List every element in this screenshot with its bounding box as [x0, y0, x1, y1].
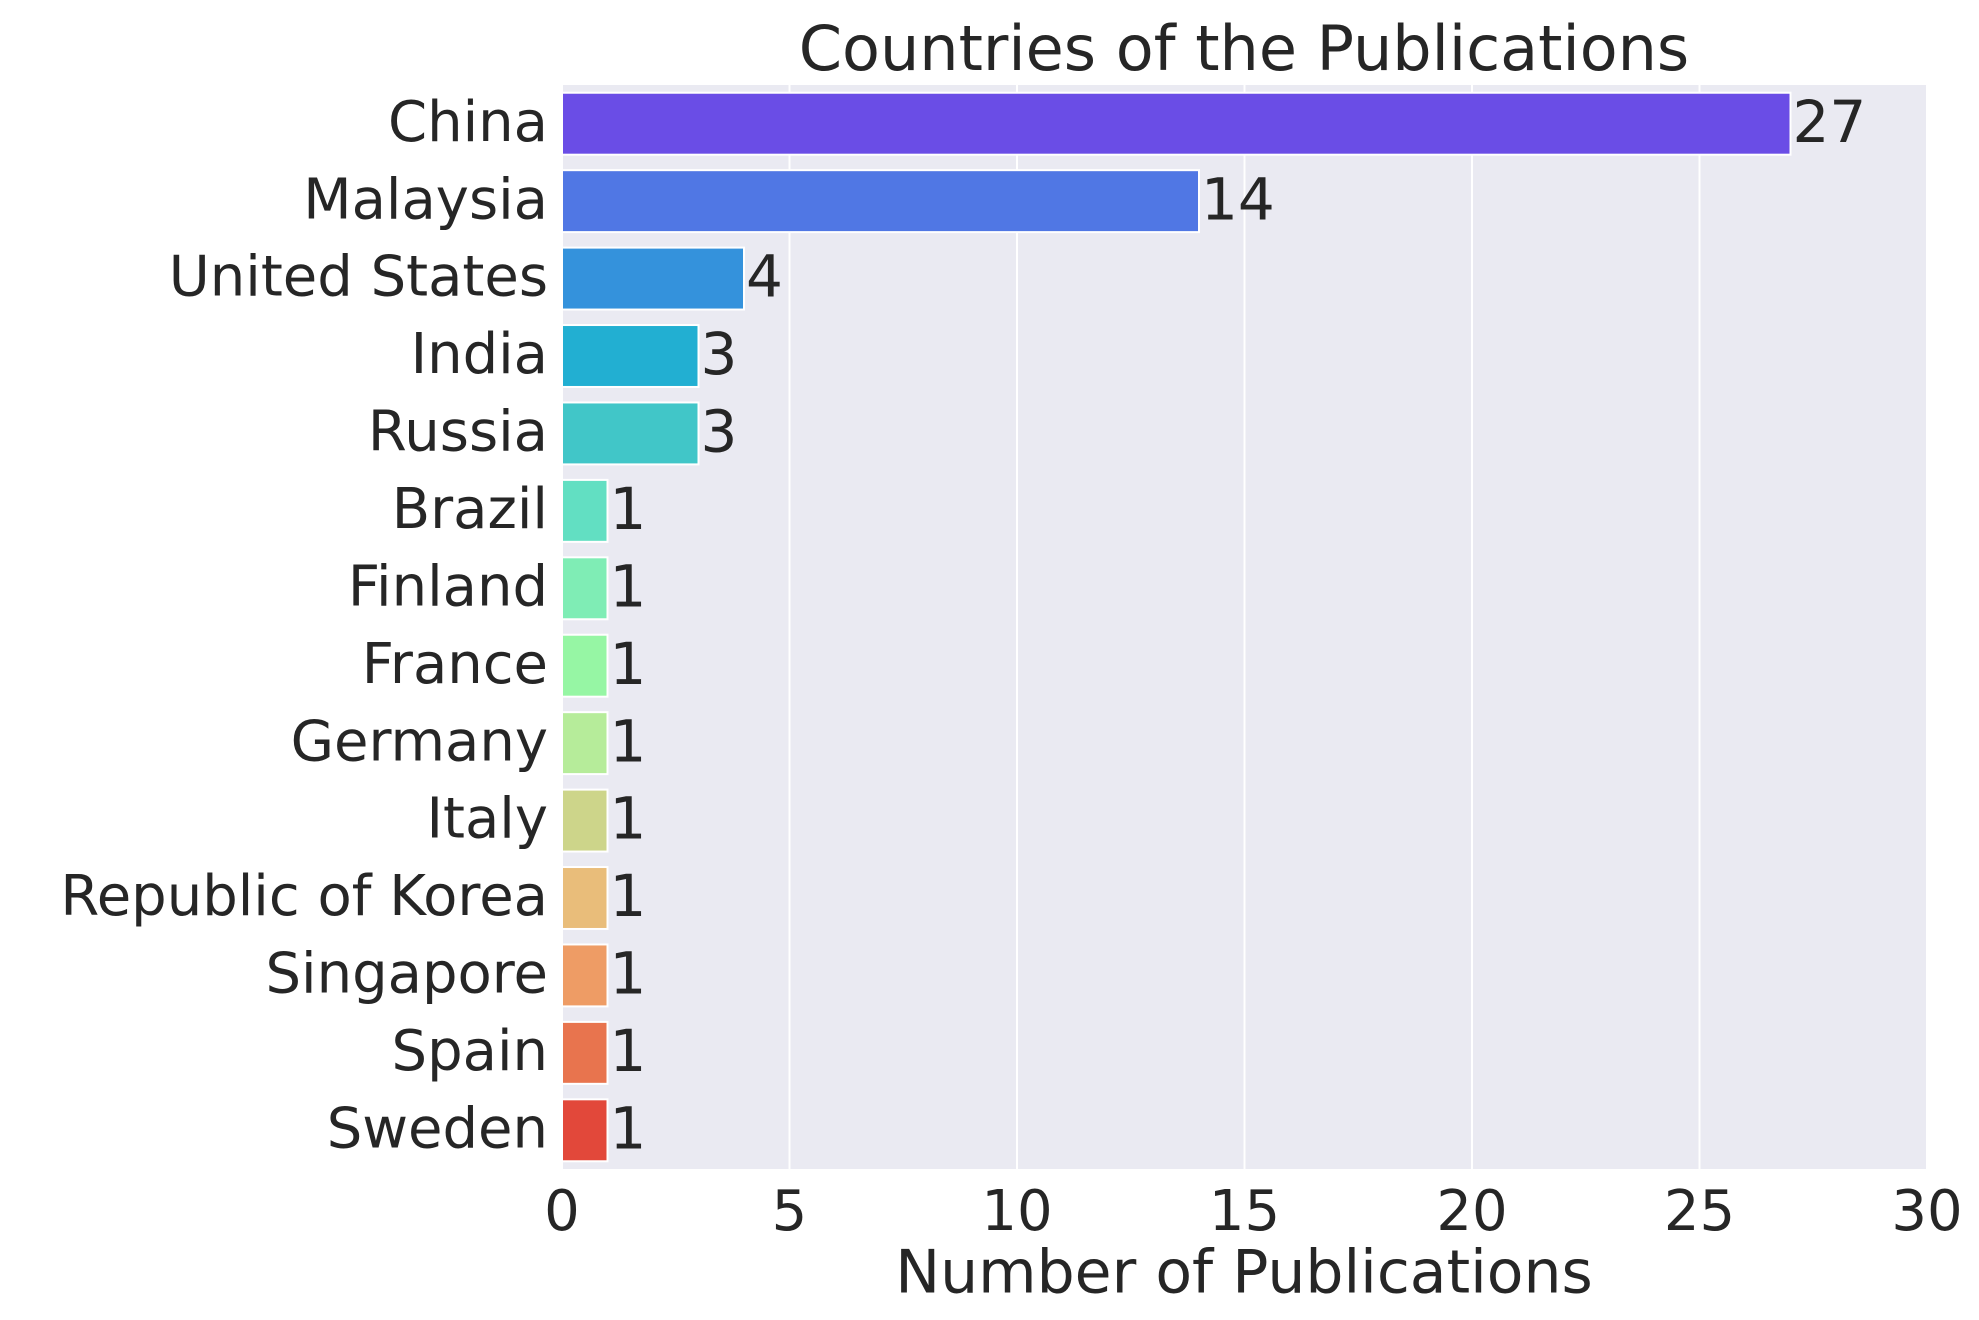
y-tick-label: China [388, 90, 548, 155]
bar [561, 711, 609, 776]
bar [561, 246, 745, 311]
y-tick-label: Russia [368, 400, 548, 465]
data-label: 1 [610, 785, 647, 853]
x-tick-label: 25 [1664, 1179, 1735, 1244]
data-label: 3 [701, 320, 738, 388]
bar [561, 169, 1200, 234]
bar [561, 633, 609, 698]
data-label: 1 [610, 940, 647, 1008]
x-tick-label: 20 [1436, 1179, 1507, 1244]
y-tick-label: Singapore [265, 942, 548, 1007]
bar [561, 788, 609, 853]
bar [561, 478, 609, 543]
data-label: 1 [610, 630, 647, 698]
data-label: 1 [610, 862, 647, 930]
bar [561, 556, 609, 621]
y-tick-label: India [411, 322, 548, 387]
bar [561, 1098, 609, 1163]
y-tick-label: United States [169, 245, 548, 310]
data-label: 14 [1201, 165, 1275, 233]
bar [561, 866, 609, 930]
y-tick-label: Malaysia [303, 167, 548, 232]
x-tick-label: 15 [1209, 1179, 1280, 1244]
bar [561, 401, 700, 466]
data-label: 1 [610, 552, 647, 620]
data-label: 3 [701, 398, 738, 466]
y-tick-label: Italy [427, 787, 549, 852]
data-label: 1 [610, 707, 647, 775]
x-tick-label: 0 [544, 1179, 580, 1244]
data-label: 1 [610, 1017, 647, 1085]
y-tick-label: Brazil [392, 477, 548, 542]
x-tick-label: 10 [981, 1179, 1052, 1244]
y-tick-label: Spain [392, 1019, 548, 1084]
y-tick-label: Germany [291, 709, 548, 774]
x-tick-label: 5 [772, 1179, 808, 1244]
bar [561, 91, 1792, 156]
data-label: 1 [610, 475, 647, 543]
data-label: 1 [610, 1094, 647, 1162]
data-label: 4 [746, 243, 783, 311]
y-tick-label: Republic of Korea [60, 864, 548, 929]
bar [561, 943, 609, 1008]
bar [561, 1020, 609, 1085]
y-tick-label: Sweden [327, 1096, 548, 1161]
x-tick-label: 30 [1891, 1179, 1962, 1244]
bar [561, 324, 700, 388]
x-axis-label: Number of Publications [895, 1238, 1593, 1308]
chart-title: Countries of the Publications [799, 12, 1689, 85]
data-label: 27 [1793, 88, 1867, 156]
y-tick-label: France [362, 632, 548, 697]
y-tick-label: Finland [348, 554, 548, 619]
